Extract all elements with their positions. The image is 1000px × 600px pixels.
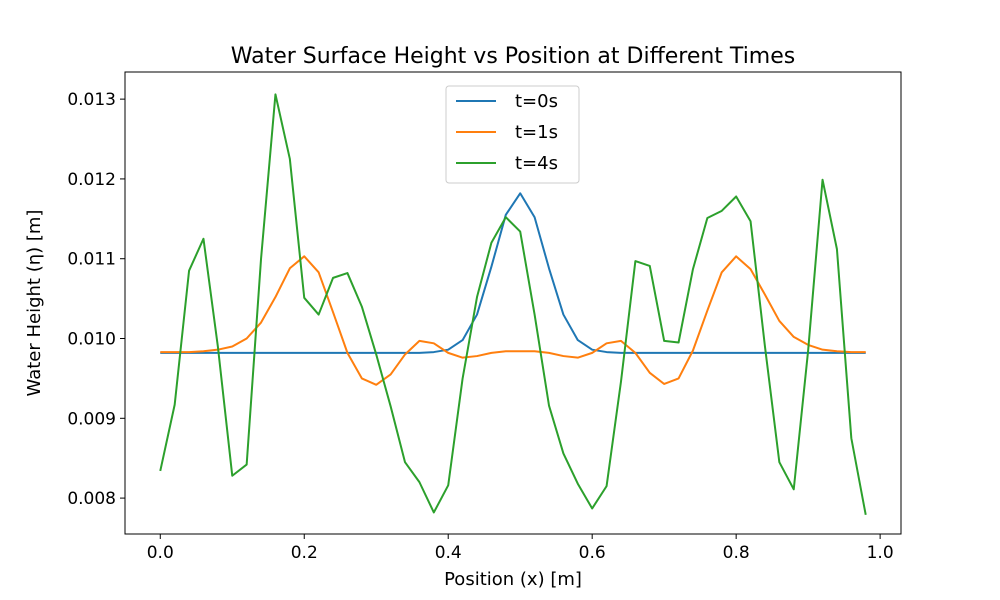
plot-lines xyxy=(159,93,867,516)
y-axis: 0.008 0.009 0.010 0.011 0.012 0.013 xyxy=(67,90,125,509)
legend-label-1: t=1s xyxy=(515,122,558,143)
y-axis-label: Water Height (η) [m] xyxy=(24,210,45,397)
legend-label-0: t=0s xyxy=(515,91,558,112)
y-tick-label: 0.012 xyxy=(67,170,116,190)
series-line-0 xyxy=(160,192,866,354)
x-axis-label: Position (x) [m] xyxy=(444,569,582,590)
plot-frame xyxy=(124,71,902,535)
legend-label-2: t=4s xyxy=(515,153,558,174)
x-tick-label: 1.0 xyxy=(867,543,894,563)
series-line-1 xyxy=(160,255,866,386)
x-tick-label: 0.8 xyxy=(723,543,750,563)
y-tick-label: 0.008 xyxy=(67,489,116,509)
y-tick-label: 0.009 xyxy=(67,409,116,429)
y-tick-label: 0.013 xyxy=(67,90,116,110)
x-tick-label: 0.2 xyxy=(291,543,318,563)
y-tick-label: 0.010 xyxy=(67,330,116,350)
x-axis: 0.0 0.2 0.4 0.6 0.8 1.0 xyxy=(147,534,894,563)
series-line-2 xyxy=(159,93,867,516)
y-tick-label: 0.011 xyxy=(67,250,116,270)
x-tick-label: 0.6 xyxy=(579,543,606,563)
legend: t=0s t=1s t=4s xyxy=(445,85,580,184)
legend-box xyxy=(445,85,580,184)
x-tick-label: 0.4 xyxy=(435,543,462,563)
x-tick-label: 0.0 xyxy=(147,543,174,563)
chart-title: Water Surface Height vs Position at Diff… xyxy=(231,44,795,69)
